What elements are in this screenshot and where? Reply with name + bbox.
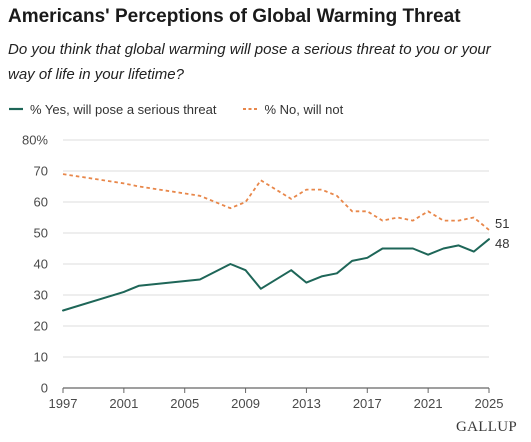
data-point-yes-2017 (366, 257, 368, 259)
y-tick-label-50: 50 (34, 226, 48, 241)
series-line-no (62, 173, 490, 231)
x-tick-label-1997: 1997 (49, 396, 78, 411)
x-tick-label-2013: 2013 (292, 396, 321, 411)
data-point-no-2006 (199, 195, 201, 197)
data-point-no-2009 (244, 201, 246, 203)
gallup-logo: GALLUP (456, 419, 517, 435)
y-tick-label-0: 0 (41, 381, 48, 396)
y-tick-label-20: 20 (34, 319, 48, 334)
x-tick-label-2009: 2009 (231, 396, 260, 411)
legend-item-yes: % Yes, will pose a serious threat (8, 102, 216, 117)
y-tick-label-70: 70 (34, 164, 48, 179)
data-point-yes-2013 (305, 281, 307, 283)
data-point-yes-2014 (320, 275, 322, 277)
series-line-yes (62, 238, 490, 312)
data-point-no-2014 (320, 188, 322, 190)
data-point-yes-2020 (412, 247, 414, 249)
data-point-no-2018 (381, 219, 383, 221)
data-point-yes-2021 (427, 254, 429, 256)
data-point-no-2024 (473, 216, 475, 218)
x-tick-label-2017: 2017 (353, 396, 382, 411)
y-tick-label-30: 30 (34, 288, 48, 303)
data-point-no-2023 (457, 219, 459, 221)
data-point-yes-2010 (260, 288, 262, 290)
data-point-no-2002 (138, 185, 140, 187)
data-point-yes-2001 (123, 291, 125, 293)
y-tick-label-60: 60 (34, 195, 48, 210)
x-tick-label-2025: 2025 (475, 396, 504, 411)
grid-lines (63, 139, 489, 358)
data-point-no-1997 (62, 173, 64, 175)
data-point-no-2017 (366, 210, 368, 212)
data-point-yes-2016 (351, 260, 353, 262)
axes (62, 387, 490, 393)
tick-labels: 0 10 20 30 40 50 60 70 80% 1997 2001 2005 2009 2013 20… (22, 133, 510, 412)
data-point-no-2010 (260, 179, 262, 181)
chart-legend: % Yes, will pose a serious threat % No, … (8, 100, 369, 118)
data-point-yes-2002 (138, 285, 140, 287)
data-point-no-2001 (123, 182, 125, 184)
legend-swatch-yes (9, 107, 23, 111)
data-point-no-2022 (442, 219, 444, 221)
chart-title: Americans' Perceptions of Global Warming… (8, 6, 461, 27)
x-tick-label-2005: 2005 (170, 396, 199, 411)
data-point-yes-2018 (381, 247, 383, 249)
data-point-yes-2012 (290, 269, 292, 271)
legend-swatch-no (243, 108, 258, 110)
data-point-yes-2023 (457, 244, 459, 246)
data-point-yes-2024 (473, 250, 475, 252)
legend-item-no: % No, will not (242, 102, 343, 117)
chart-subtitle: Do you think that global warming will po… (8, 41, 491, 83)
data-point-no-2020 (412, 219, 414, 221)
data-point-no-2012 (290, 198, 292, 200)
data-point-yes-1997 (62, 309, 64, 311)
data-point-yes-2008 (229, 263, 231, 265)
y-tick-label-40: 40 (34, 257, 48, 272)
series-lines (62, 173, 490, 312)
legend-label-no: % No, will not (264, 101, 344, 117)
x-tick-label-2001: 2001 (109, 396, 138, 411)
data-point-yes-2022 (442, 247, 444, 249)
data-point-yes-2019 (397, 247, 399, 249)
data-point-no-2019 (397, 216, 399, 218)
end-label-no: 51 (495, 216, 509, 231)
data-point-no-2021 (427, 210, 429, 212)
legend-label-yes: % Yes, will pose a serious threat (30, 101, 217, 117)
x-tick-label-2021: 2021 (414, 396, 443, 411)
data-point-no-2013 (305, 188, 307, 190)
data-point-no-2015 (336, 195, 338, 197)
data-point-no-2025 (488, 229, 490, 231)
data-point-yes-2025 (488, 238, 490, 240)
data-point-no-2016 (351, 210, 353, 212)
data-point-yes-2015 (336, 272, 338, 274)
data-point-no-2008 (229, 207, 231, 209)
data-point-yes-2006 (199, 278, 201, 280)
data-point-yes-2009 (244, 269, 246, 271)
y-tick-label-80: 80% (22, 133, 48, 148)
end-label-yes: 48 (495, 236, 509, 251)
y-tick-label-10: 10 (34, 350, 48, 365)
